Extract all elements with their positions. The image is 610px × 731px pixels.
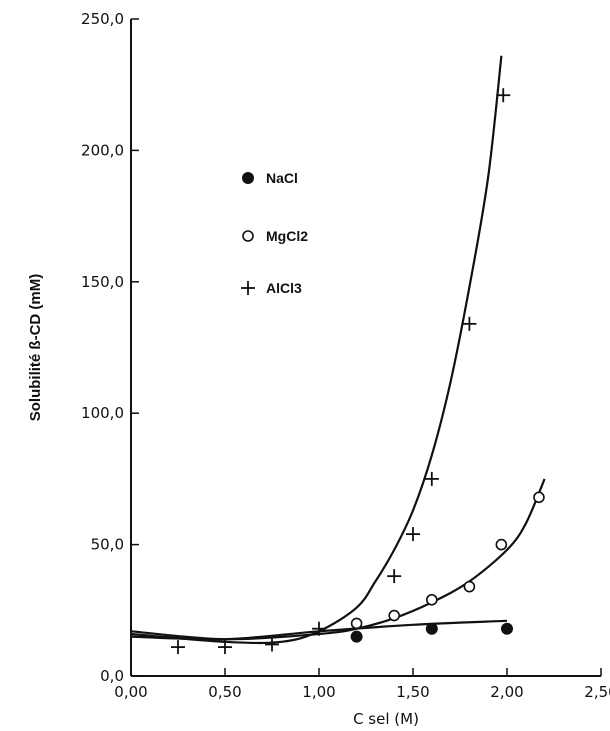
y-tick-label: 0,0: [100, 667, 124, 685]
axes: 0,00 0,50 1,00 1,50 2,00 2,50 0,0 50,0 100,0 150,…: [81, 10, 610, 701]
x-tick-label: 0,00: [114, 683, 147, 701]
fit-curves: [130, 55, 546, 645]
point-mgcl2: [425, 593, 438, 606]
data-points: [171, 88, 545, 655]
point-alcl3: [312, 621, 326, 636]
point-nacl: [425, 622, 438, 635]
y-tick-label: 150,0: [81, 273, 124, 291]
fit-curve-mgcl2: [130, 478, 546, 641]
y-axis-label: Solubilité ß-CD (mM): [27, 274, 44, 421]
point-nacl: [501, 622, 513, 635]
x-tick-label: 2,50: [584, 683, 610, 701]
legend-label-nacl: NaCl: [266, 170, 298, 186]
legend-marker-alcl3: [241, 281, 255, 295]
point-mgcl2: [533, 491, 545, 504]
point-alcl3: [406, 527, 420, 542]
point-mgcl2: [463, 580, 476, 593]
point-alcl3: [424, 471, 439, 486]
legend-marker-mgcl2: [242, 230, 254, 242]
point-alcl3: [171, 640, 185, 655]
point-alcl3: [496, 88, 511, 103]
point-mgcl2: [350, 617, 363, 630]
point-alcl3: [462, 316, 477, 331]
x-tick-label: 1,00: [302, 683, 335, 701]
legend: NaCl MgCl2 AlCl3: [241, 170, 308, 296]
x-tick-label: 0,50: [208, 683, 241, 701]
x-axis-label: C sel (M): [353, 710, 419, 728]
y-tick-label: 250,0: [81, 10, 124, 28]
x-tick-label: 2,00: [490, 683, 523, 701]
point-alcl3: [218, 640, 232, 655]
x-tick-label: 1,50: [396, 683, 429, 701]
fit-curve-alcl3: [130, 55, 503, 645]
point-mgcl2: [495, 538, 508, 551]
y-tick-label: 100,0: [81, 404, 124, 422]
legend-label-mgcl2: MgCl2: [266, 228, 308, 244]
point-nacl: [350, 630, 363, 643]
y-tick-label: 50,0: [91, 536, 124, 554]
legend-label-alcl3: AlCl3: [266, 280, 302, 296]
point-alcl3: [387, 569, 402, 584]
y-tick-label: 200,0: [81, 141, 124, 159]
point-alcl3: [265, 637, 279, 652]
point-mgcl2: [388, 609, 401, 622]
legend-marker-nacl: [242, 172, 254, 184]
